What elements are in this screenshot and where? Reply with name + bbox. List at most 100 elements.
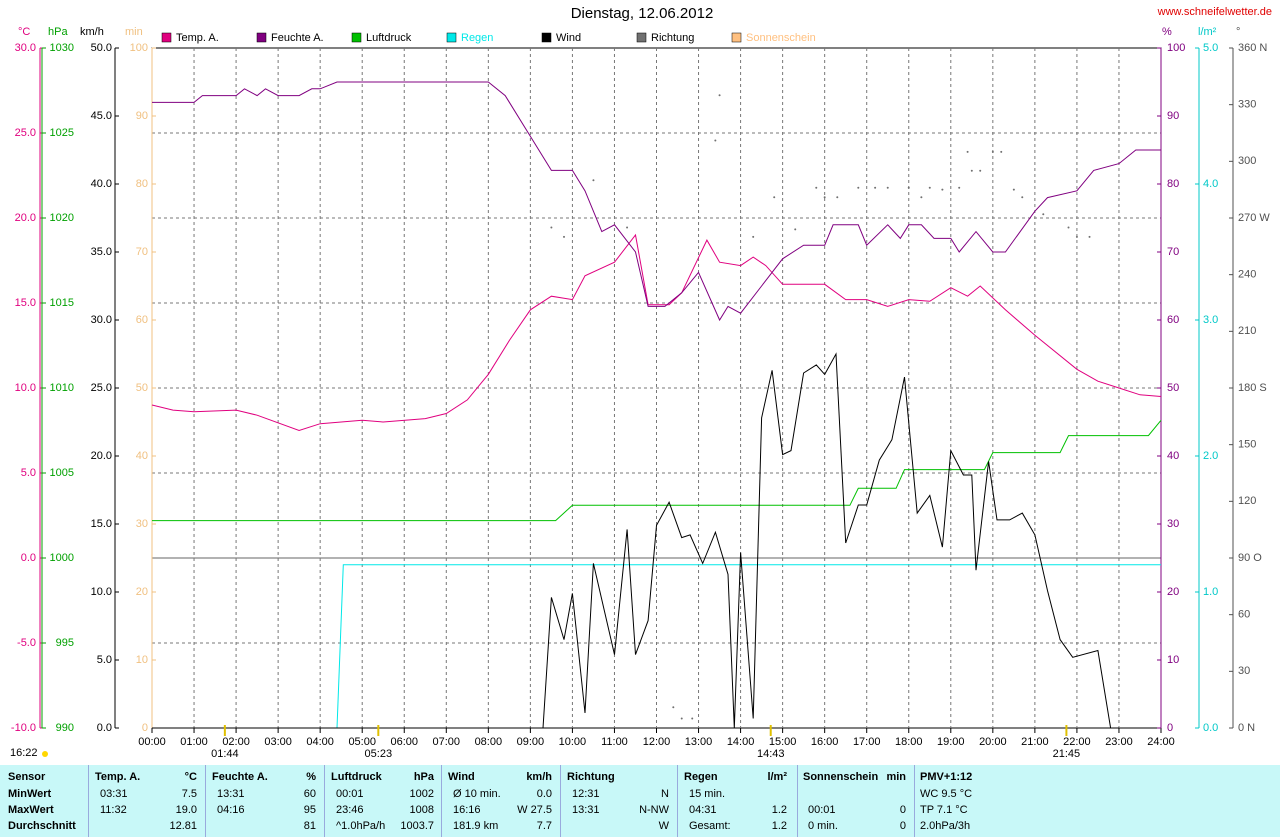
legend-swatch [446, 32, 457, 43]
stats-table: Sensor Temp. A. °C Feuchte A.% Luftdruck hPa W… [0, 765, 1280, 837]
x-tick-label: 03:00 [264, 736, 292, 748]
table-cell: Temp. A. [95, 771, 141, 783]
table-cell: 04:16 [217, 804, 245, 816]
table-cell: 1.2 [771, 820, 787, 832]
y-tick-label: 3.0 [1203, 314, 1218, 326]
timestamp-icon [42, 751, 48, 757]
y-tick-label: 40 [1167, 450, 1179, 462]
direction-dot [550, 226, 553, 229]
y-tick-label: 20.0 [15, 212, 36, 224]
table-cell: 60 [303, 788, 316, 800]
legend-label: Temp. A. [176, 32, 219, 44]
table-cell: 81 [303, 820, 316, 832]
direction-dot [979, 169, 982, 172]
direction-dot [1067, 226, 1070, 229]
table-cell: Richtung [567, 771, 615, 783]
y-tick-label: 4.0 [1203, 178, 1218, 190]
table-cell: PMV+1:12 [920, 771, 973, 783]
annotation-label: 05:23 [365, 748, 393, 760]
x-tick-label: 01:00 [180, 736, 208, 748]
table-cell: 11:32 [100, 804, 127, 816]
table-cell: Wind [448, 771, 475, 783]
table-cell: 16:16 [453, 804, 481, 816]
y-tick-label: 360 N [1238, 42, 1267, 54]
y-tick-label: 30 [136, 518, 148, 530]
x-tick-label: 20:00 [979, 736, 1007, 748]
legend-label: Regen [461, 32, 493, 44]
direction-dot [714, 139, 717, 142]
table-cell: Gesamt: [689, 820, 731, 832]
y-tick-label: 300 [1238, 155, 1256, 167]
y-tick-label: 20 [1167, 586, 1179, 598]
y-tick-label: 10.0 [91, 586, 112, 598]
x-tick-label: 15:00 [769, 736, 797, 748]
direction-dot [794, 228, 797, 231]
direction-dot [626, 226, 629, 229]
table-cell: 12:31 [572, 788, 600, 800]
x-tick-label: 17:00 [853, 736, 881, 748]
legend-label: Feuchte A. [271, 32, 324, 44]
table-cell: Durchschnitt [8, 820, 76, 832]
series-line [152, 81, 1161, 322]
y-tick-label: 30 [1238, 665, 1250, 677]
table-cell: Sonnenschein [803, 771, 879, 783]
direction-dot [857, 186, 860, 189]
y-tick-label: 30 [1167, 518, 1179, 530]
legend-label: Wind [556, 32, 581, 44]
y-tick-label: 100 [1167, 42, 1185, 54]
table-cell: 0 min. [808, 820, 838, 832]
x-tick-label: 05:00 [348, 736, 376, 748]
direction-dot [592, 179, 595, 182]
direction-dot [886, 186, 889, 189]
y-tick-label: 1005 [50, 467, 74, 479]
y-tick-label: 0 N [1238, 722, 1255, 734]
series-layer [151, 81, 1162, 729]
y-tick-label: 90 [136, 110, 148, 122]
x-tick-label: 16:00 [811, 736, 839, 748]
axis-unit: ° [1236, 26, 1240, 38]
y-tick-label: 25.0 [15, 127, 36, 139]
series-line [152, 419, 1162, 522]
table-cell: N [661, 788, 669, 800]
table-cell: 13:31 [572, 804, 600, 816]
table-cell: Ø 10 min. [453, 788, 501, 800]
table-cell: 03:31 [100, 788, 128, 800]
x-tick-label: 10:00 [559, 736, 587, 748]
table-cell: °C [184, 771, 197, 783]
x-tick-label: 11:00 [601, 736, 628, 748]
y-tick-label: 60 [136, 314, 148, 326]
y-tick-label: 5.0 [1203, 42, 1218, 54]
y-tick-label: 120 [1238, 495, 1256, 507]
y-tick-label: 80 [136, 178, 148, 190]
x-tick-label: 02:00 [222, 736, 250, 748]
legend-swatch [731, 32, 742, 43]
y-tick-label: 90 [1167, 110, 1179, 122]
direction-dot [991, 150, 994, 153]
table-cell: W [658, 820, 669, 832]
x-tick-label: 06:00 [390, 736, 418, 748]
table-cell: 0 [899, 804, 906, 816]
table-cell: 95 [303, 804, 316, 816]
table-separator [324, 765, 325, 837]
y-tick-label: 15.0 [15, 297, 36, 309]
x-tick-label: 09:00 [517, 736, 545, 748]
legend-label: Luftdruck [366, 32, 412, 44]
axis-unit: % [1162, 26, 1172, 38]
y-tick-label: 50.0 [91, 42, 112, 54]
table-cell: Sensor [8, 771, 46, 783]
x-tick-label: 24:00 [1147, 736, 1175, 748]
table-cell: km/h [526, 771, 552, 783]
y-tick-label: 1000 [50, 552, 74, 564]
legend-swatch [351, 32, 362, 43]
x-tick-label: 18:00 [895, 736, 923, 748]
x-tick-label: 00:00 [138, 736, 166, 748]
table-cell: 2.0hPa/3h [920, 820, 971, 832]
direction-dot [773, 196, 776, 199]
axis-unit: hPa [48, 26, 68, 38]
legend-label: Richtung [651, 32, 694, 44]
site-url: www.schneifelwetter.de [1157, 6, 1272, 18]
x-tick-label: 12:00 [643, 736, 671, 748]
y-tick-label: 10 [136, 654, 148, 666]
y-tick-label: 50 [1167, 382, 1179, 394]
table-cell: 7.7 [536, 820, 552, 832]
